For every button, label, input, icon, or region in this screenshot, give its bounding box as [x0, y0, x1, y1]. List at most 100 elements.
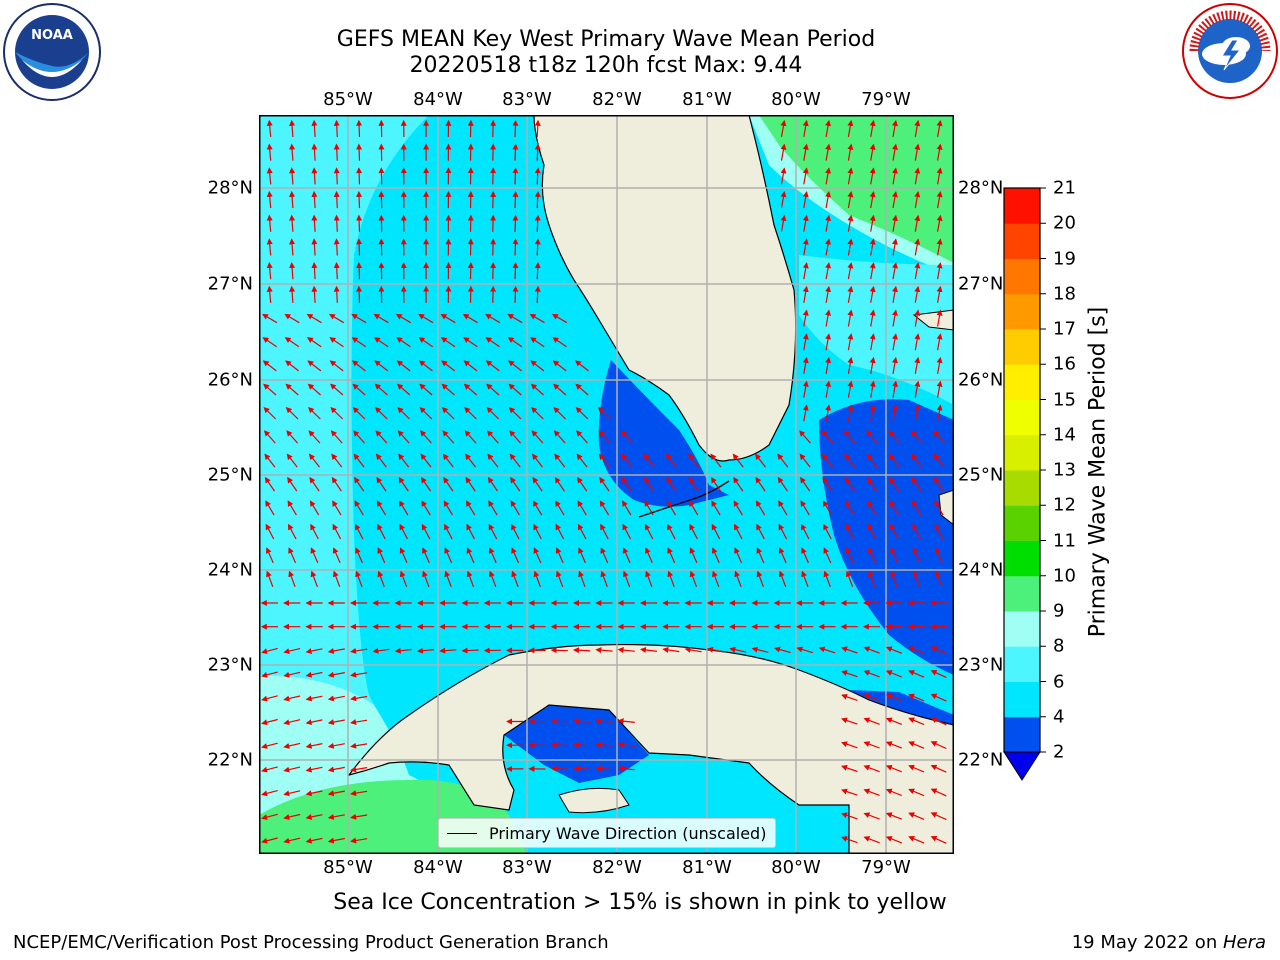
wave-direction-arrow — [329, 337, 344, 348]
wave-direction-arrow — [825, 285, 832, 303]
wave-direction-arrow — [374, 406, 388, 420]
wave-direction-arrow — [892, 404, 898, 422]
sea-ice-note: Sea Ice Concentration > 15% is shown in … — [333, 890, 947, 915]
lon-label-bottom-79w: 79°W — [861, 857, 911, 878]
wave-direction-arrow — [574, 360, 589, 372]
wave-direction-arrow — [329, 360, 344, 372]
wave-direction-arrow — [930, 764, 947, 773]
wave-direction-arrow — [309, 500, 320, 516]
wave-direction-arrow — [307, 383, 321, 396]
wave-direction-arrow — [755, 476, 766, 492]
wave-direction-arrow — [890, 547, 899, 564]
lon-label-top-85w: 85°W — [323, 89, 373, 110]
ocean-2-4s-florida-shelf — [598, 360, 729, 507]
wave-direction-arrow — [355, 570, 363, 588]
wave-direction-arrow — [375, 453, 387, 468]
wave-direction-arrow — [667, 523, 676, 540]
wave-direction-arrow — [621, 476, 632, 492]
wave-direction-arrow — [554, 453, 566, 468]
wave-direction-arrow — [780, 143, 787, 161]
wave-direction-arrow — [847, 167, 854, 185]
wave-direction-arrow — [622, 570, 631, 588]
wave-direction-arrow — [908, 835, 925, 844]
wave-direction-arrow — [841, 717, 858, 725]
wave-direction-arrow — [712, 570, 720, 588]
wave-direction-arrow — [261, 671, 278, 678]
wave-direction-arrow — [440, 313, 456, 324]
wave-direction-arrow — [802, 167, 809, 185]
colorbar-tick-label: 16 — [1053, 353, 1076, 375]
wave-direction-arrow — [914, 238, 921, 256]
wave-direction-arrow — [512, 262, 519, 280]
wave-direction-arrow — [350, 837, 368, 844]
wave-direction-arrow — [512, 190, 519, 209]
wave-direction-arrows — [260, 119, 954, 844]
wave-direction-arrow — [512, 214, 519, 232]
wave-direction-arrow — [573, 742, 591, 748]
lon-label-bottom-84w: 84°W — [413, 857, 463, 878]
wave-direction-arrow — [892, 143, 898, 161]
wave-direction-arrow — [283, 719, 301, 726]
wave-direction-arrow — [575, 406, 589, 420]
wave-direction-arrow — [600, 570, 608, 588]
wave-direction-arrow — [868, 570, 876, 588]
wave-direction-arrow — [353, 453, 365, 468]
wave-direction-arrow — [330, 383, 344, 396]
wave-direction-arrow — [533, 570, 541, 588]
wave-direction-arrow — [908, 646, 925, 655]
wave-direction-arrow — [507, 337, 523, 348]
wave-direction-arrow — [288, 570, 296, 588]
wave-direction-arrow — [847, 262, 854, 280]
wave-direction-arrow — [485, 313, 501, 324]
wave-direction-arrow — [863, 812, 880, 820]
wave-direction-arrow — [550, 718, 568, 725]
wave-direction-arrow — [823, 570, 831, 588]
wave-direction-arrow — [934, 500, 944, 516]
wave-direction-arrow — [465, 453, 477, 468]
wave-direction-arrow — [305, 837, 323, 844]
colorbar-band — [1004, 716, 1040, 753]
wave-direction-arrow — [395, 313, 412, 324]
lon-label-top-82w: 82°W — [592, 89, 642, 110]
wave-direction-arrow — [577, 476, 588, 492]
wave-direction-arrow — [802, 119, 809, 138]
wave-direction-arrow — [311, 214, 318, 232]
wave-direction-arrow — [439, 647, 457, 654]
wave-direction-arrow — [374, 383, 388, 396]
wave-direction-arrow — [327, 671, 345, 678]
wave-direction-arrow — [869, 356, 876, 375]
wave-direction-arrow — [617, 741, 635, 748]
wave-direction-arrow — [311, 119, 318, 138]
wave-direction-arrow — [869, 143, 876, 161]
wave-direction-arrow — [396, 360, 411, 372]
wave-direction-arrow — [332, 570, 341, 588]
wave-direction-arrow — [422, 547, 430, 564]
colorbar-tick-label: 8 — [1053, 635, 1065, 657]
wave-direction-arrow — [863, 646, 880, 654]
colorbar-band — [1004, 364, 1040, 400]
wave-direction-arrow — [847, 214, 854, 232]
wave-direction-arrow — [551, 313, 568, 324]
wave-direction-arrow — [892, 333, 898, 351]
wave-direction-arrow — [711, 500, 721, 516]
wave-direction-arrow — [936, 356, 943, 375]
wave-direction-arrow — [262, 313, 278, 324]
wave-direction-arrow — [311, 143, 318, 161]
wave-direction-arrow — [841, 788, 858, 796]
wave-direction-arrow — [485, 337, 500, 348]
wave-direction-arrow — [510, 500, 520, 516]
wave-direction-arrow — [869, 262, 876, 280]
wave-direction-arrow — [350, 813, 368, 820]
wave-direction-arrow — [511, 570, 519, 588]
wave-direction-arrow — [930, 670, 947, 678]
wave-direction-arrow — [914, 167, 921, 185]
wave-direction-arrow — [356, 190, 363, 209]
wave-direction-arrow — [845, 547, 854, 564]
wave-direction-arrow — [394, 647, 412, 654]
wave-direction-arrow — [930, 835, 947, 844]
wave-direction-arrow — [825, 191, 832, 209]
wave-direction-arrow — [489, 570, 497, 588]
wave-direction-arrow — [488, 523, 498, 540]
wave-direction-arrow — [441, 406, 455, 420]
wave-direction-arrow — [442, 430, 455, 444]
